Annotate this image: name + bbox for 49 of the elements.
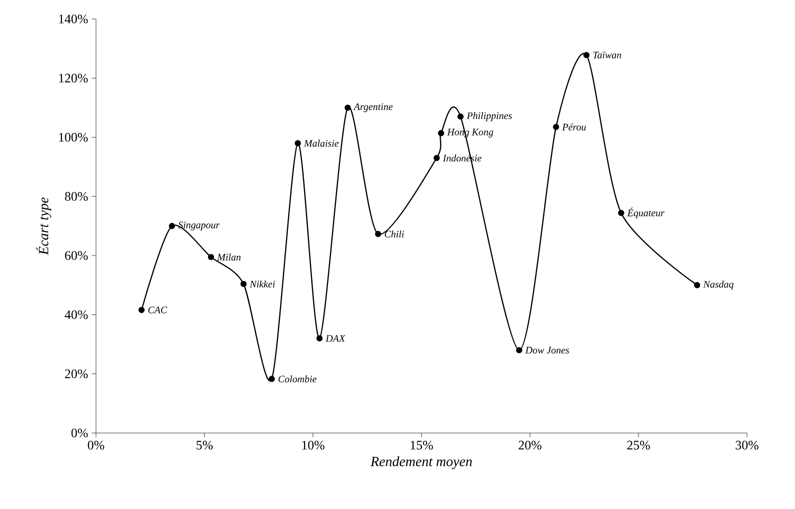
annotation: CAC	[148, 306, 168, 314]
point	[516, 347, 522, 354]
annotation: Singapour	[178, 222, 220, 230]
annotation: Dow Jones	[525, 346, 570, 354]
annotation: Équateur	[627, 208, 664, 218]
point	[583, 52, 590, 58]
y-tick-label: 60%	[65, 251, 88, 260]
y-axis-title: Écart type	[36, 197, 52, 256]
y-tick-label: 120%	[59, 74, 88, 83]
x-axis-title: Rendement moyen	[370, 456, 472, 470]
annotation: DAX	[326, 335, 346, 342]
x-tick-label: 25%	[627, 440, 650, 450]
annotation: Argentine	[353, 103, 393, 112]
y-tick-label: 20%	[65, 369, 88, 378]
annotation: Nasdaq	[703, 280, 734, 290]
y-tick-label: 40%	[64, 310, 88, 320]
point	[552, 124, 560, 130]
x-tick-label: 15%	[410, 440, 433, 450]
annotation: Colombie	[278, 375, 316, 382]
point	[457, 113, 464, 120]
annotation: Chili	[384, 230, 404, 238]
point	[434, 154, 440, 162]
y-tick-label: 80%	[64, 192, 88, 201]
y-tick-label: 100%	[59, 132, 88, 142]
x-tick-label: 30%	[736, 440, 758, 450]
point	[438, 130, 444, 136]
annotation: Malaisie	[304, 140, 339, 147]
point	[208, 254, 214, 260]
annotation: Milan	[217, 254, 241, 261]
point	[138, 306, 145, 314]
point	[316, 335, 323, 342]
point	[344, 104, 351, 111]
point	[375, 230, 382, 238]
point	[168, 222, 176, 230]
y-tick-label: 0%	[71, 428, 88, 438]
annotation: Taïwan	[593, 52, 622, 58]
annotation: Pérou	[562, 123, 586, 130]
y-tick-label: 140%	[59, 14, 88, 24]
x-tick-label: 20%	[518, 440, 542, 450]
x-tick-label: 0%	[88, 440, 104, 450]
annotation: Philippines	[466, 112, 512, 122]
point	[240, 280, 247, 288]
point	[294, 140, 301, 146]
point	[694, 282, 700, 288]
x-tick-label: 10%	[302, 440, 324, 450]
x-tick-label: 5%	[196, 440, 213, 450]
point	[268, 376, 275, 382]
annotation: Nikkei	[250, 280, 275, 288]
point	[618, 210, 624, 216]
